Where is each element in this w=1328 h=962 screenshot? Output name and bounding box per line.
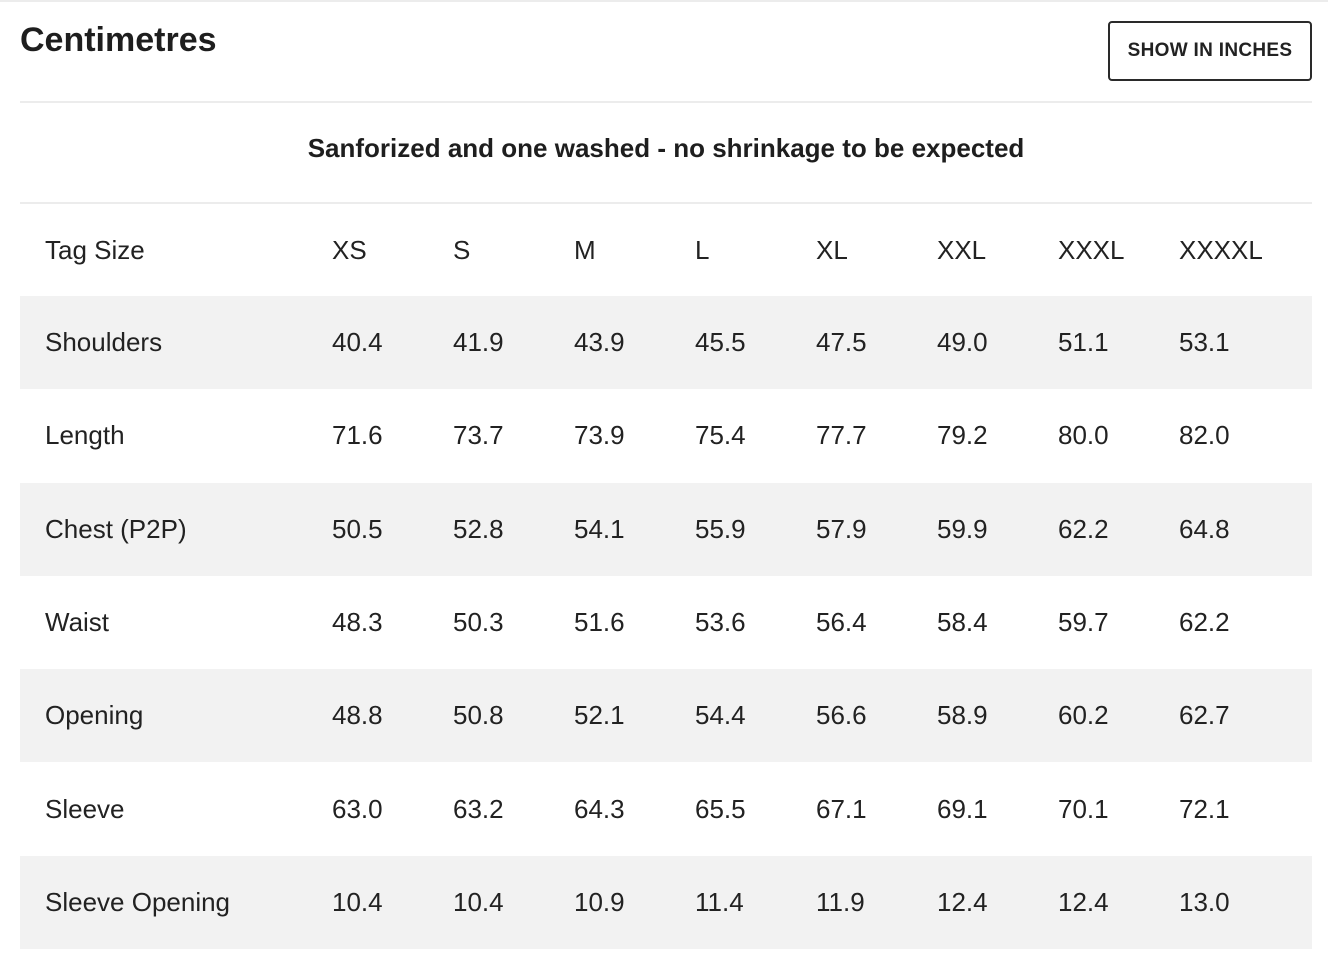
top-border (0, 0, 1328, 2)
table-cell: 41.9 (453, 327, 504, 358)
table-cell: 75.4 (695, 420, 746, 451)
table-cell: 62.2 (1179, 607, 1230, 638)
unit-heading: Centimetres (20, 21, 217, 59)
show-in-inches-button[interactable]: SHOW IN INCHES (1108, 21, 1312, 81)
table-cell: 50.5 (332, 513, 383, 544)
table-cell: 47.5 (816, 327, 867, 358)
table-cell: 73.7 (453, 420, 504, 451)
table-cell: 45.5 (695, 327, 746, 358)
row-label: Length (45, 420, 125, 451)
table-cell: 65.5 (695, 793, 746, 824)
table-cell: 11.4 (695, 886, 744, 917)
table-cell: 70.1 (1058, 793, 1109, 824)
table-cell: 52.8 (453, 513, 504, 544)
table-cell: 57.9 (816, 513, 867, 544)
table-cell: 48.8 (332, 700, 383, 731)
table-cell: 58.9 (937, 700, 988, 731)
table-cell: 13.0 (1179, 886, 1230, 917)
column-header: XXL (937, 234, 987, 265)
row-label: Waist (45, 607, 110, 638)
table-cell: 80.0 (1058, 420, 1109, 451)
table-cell: 62.7 (1179, 700, 1230, 731)
column-header: XXXXL (1179, 234, 1263, 265)
table-cell: 64.8 (1179, 513, 1230, 544)
table-cell: 50.3 (453, 607, 504, 638)
table-cell: 53.1 (1179, 327, 1230, 358)
table-row: Opening 48.8 50.8 52.1 54.4 56.6 58.9 60… (20, 669, 1312, 763)
table-cell: 48.3 (332, 607, 383, 638)
column-header: Tag Size (45, 234, 145, 265)
table-cell: 10.9 (574, 886, 625, 917)
table-cell: 71.6 (332, 420, 383, 451)
table-cell: 49.0 (937, 327, 988, 358)
row-label: Sleeve (45, 793, 125, 824)
table-cell: 69.1 (937, 793, 988, 824)
table-cell: 11.9 (816, 886, 865, 917)
row-label: Chest (P2P) (45, 513, 187, 544)
table-cell: 43.9 (574, 327, 625, 358)
row-label: Opening (45, 700, 144, 731)
column-header: M (574, 234, 596, 265)
table-cell: 54.4 (695, 700, 746, 731)
table-cell: 82.0 (1179, 420, 1230, 451)
table-header-row: Tag Size XS S M L XL XXL XXXL XXXXL (20, 204, 1312, 296)
table-row: Sleeve Opening 10.4 10.4 10.9 11.4 11.9 … (20, 855, 1312, 950)
column-header: S (453, 234, 471, 265)
table-row: Sleeve 63.0 63.2 64.3 65.5 67.1 69.1 70.… (20, 762, 1312, 855)
table-row: Length 71.6 73.7 73.9 75.4 77.7 79.2 80.… (20, 389, 1312, 482)
table-row: Chest (P2P) 50.5 52.8 54.1 55.9 57.9 59.… (20, 482, 1312, 576)
table-cell: 67.1 (816, 793, 867, 824)
table-cell: 58.4 (937, 607, 988, 638)
table-cell: 51.6 (574, 607, 625, 638)
table-cell: 59.9 (937, 513, 988, 544)
table-cell: 56.4 (816, 607, 867, 638)
size-table: Tag Size XS S M L XL XXL XXXL XXXXL Shou… (20, 204, 1312, 950)
shrinkage-note: Sanforized and one washed - no shrinkage… (307, 133, 1025, 163)
table-cell: 63.2 (453, 793, 504, 824)
table-cell: 62.2 (1058, 513, 1109, 544)
row-label: Shoulders (45, 327, 163, 358)
table-cell: 52.1 (574, 700, 625, 731)
table-cell: 56.6 (816, 700, 867, 731)
table-cell: 59.7 (1058, 607, 1109, 638)
table-cell: 54.1 (574, 513, 625, 544)
column-header: L (695, 234, 710, 265)
table-cell: 77.7 (816, 420, 867, 451)
table-row: Shoulders 40.4 41.9 43.9 45.5 47.5 49.0 … (20, 296, 1312, 390)
table-cell: 60.2 (1058, 700, 1109, 731)
table-cell: 79.2 (937, 420, 988, 451)
column-header: XXXL (1058, 234, 1125, 265)
table-cell: 12.4 (937, 886, 988, 917)
table-cell: 64.3 (574, 793, 625, 824)
table-cell: 63.0 (332, 793, 383, 824)
table-row: Waist 48.3 50.3 51.6 53.6 56.4 58.4 59.7… (20, 576, 1312, 669)
table-cell: 40.4 (332, 327, 383, 358)
divider (20, 202, 1312, 204)
table-cell: 73.9 (574, 420, 625, 451)
divider (20, 101, 1312, 103)
row-label: Sleeve Opening (45, 886, 231, 917)
table-cell: 51.1 (1058, 327, 1109, 358)
table-cell: 53.6 (695, 607, 746, 638)
column-header: XL (816, 234, 848, 265)
table-cell: 50.8 (453, 700, 504, 731)
table-cell: 12.4 (1058, 886, 1109, 917)
table-cell: 10.4 (332, 886, 383, 917)
table-cell: 55.9 (695, 513, 746, 544)
table-cell: 72.1 (1179, 793, 1230, 824)
column-header: XS (332, 234, 367, 265)
table-cell: 10.4 (453, 886, 504, 917)
